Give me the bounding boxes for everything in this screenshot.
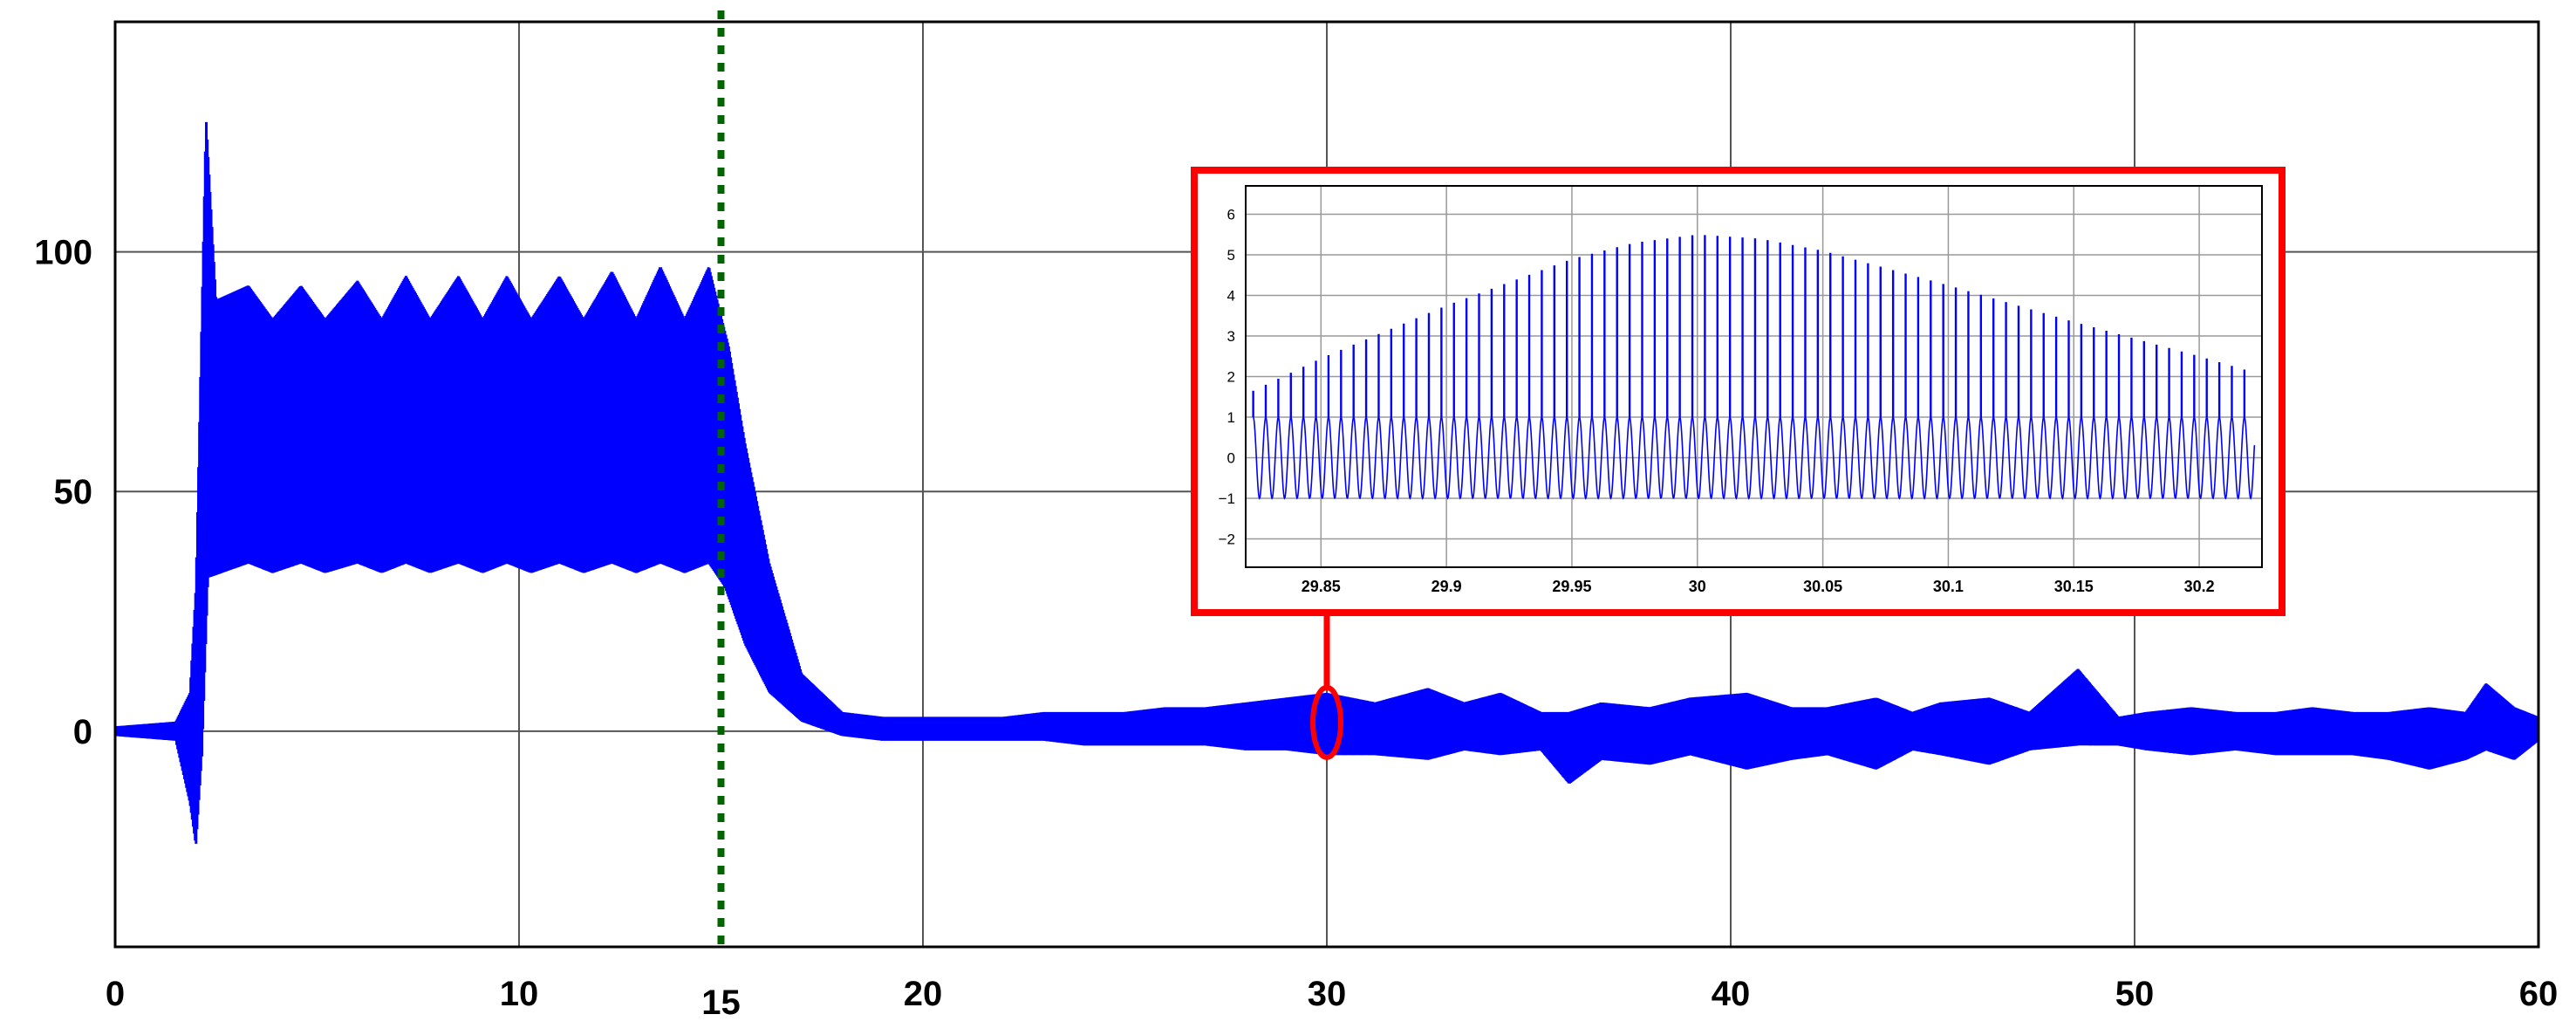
inset-x-tick-30.2: 30.2 [2184,578,2215,595]
inset-y-tick-0: 0 [1227,449,1235,466]
inset-sine-trace [1252,415,2256,500]
main-x-tick-50: 50 [2115,975,2155,1013]
inset-plot: 29.85 29.9 29.95 30 30.05 30.1 30.15 30.2 −2 −1 0… [1191,167,2286,616]
inset-x-tick-29.9: 29.9 [1431,578,1462,595]
main-y-tick-labels: 0 50 100 [34,234,92,751]
main-x-tick-20: 20 [904,975,943,1013]
main-x-tick-0: 0 [106,975,125,1013]
inset-spikes [1252,235,2246,417]
inset-grid [1246,186,2262,567]
inset-y-tick-4: 4 [1227,288,1235,305]
main-y-tick-100: 100 [34,234,92,272]
inset-y-tick-6: 6 [1227,207,1235,223]
inset-y-tick--2: −2 [1219,531,1235,547]
inset-y-tick-labels: −2 −1 0 1 2 3 4 5 6 [1219,207,1235,548]
main-y-tick-50: 50 [54,473,93,511]
inset-x-tick-30: 30 [1689,578,1706,595]
inset-x-tick-30.15: 30.15 [2054,578,2094,595]
main-x-tick-40: 40 [1712,975,1751,1013]
inset-x-tick-29.95: 29.95 [1552,578,1591,595]
inset-x-tick-labels: 29.85 29.9 29.95 30 30.05 30.1 30.15 30.2 [1302,578,2215,595]
inset-axes-border [1245,185,2263,568]
inset-y-tick-1: 1 [1227,409,1235,426]
marker-line-label: 15 [701,984,741,1022]
main-x-tick-60: 60 [2519,975,2559,1013]
main-y-tick-0: 0 [73,713,92,751]
main-x-tick-30: 30 [1308,975,1347,1013]
inset-x-tick-30.05: 30.05 [1803,578,1842,595]
inset-x-tick-29.85: 29.85 [1302,578,1341,595]
inset-x-tick-30.1: 30.1 [1933,578,1964,595]
inset-y-tick-5: 5 [1227,247,1235,264]
main-plot-border [113,20,2540,949]
inset-y-tick--1: −1 [1219,490,1235,507]
main-x-tick-labels: 0 10 20 30 40 50 60 [106,975,2558,1013]
inset-y-tick-3: 3 [1227,328,1235,345]
inset-signal [1252,235,2256,500]
main-x-tick-10: 10 [500,975,539,1013]
inset-y-tick-2: 2 [1227,369,1235,386]
main-signal-trace [113,121,2539,844]
main-signal [113,121,2539,844]
